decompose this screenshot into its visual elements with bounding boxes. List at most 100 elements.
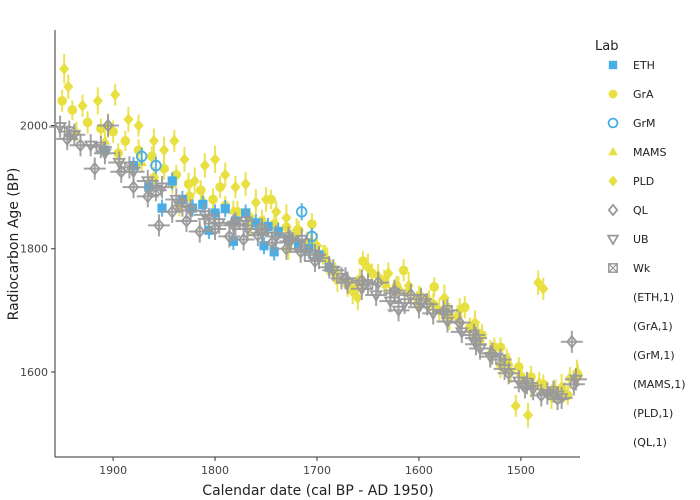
data-point — [538, 282, 549, 295]
x-tick-label: 1700 — [303, 464, 331, 477]
data-point — [183, 179, 194, 189]
data-point — [294, 244, 307, 259]
data-point — [269, 247, 279, 257]
legend-label: GrA — [633, 88, 654, 101]
data-point — [453, 315, 466, 330]
data-point — [223, 229, 236, 244]
legend-entry: Wk — [608, 262, 651, 275]
data-point — [228, 236, 238, 246]
legend-entry: (MAMS,1) — [633, 378, 686, 391]
data-point — [193, 224, 206, 239]
legend-entry: MAMS — [608, 146, 667, 159]
legend-label: ETH — [633, 59, 655, 72]
data-point — [294, 239, 304, 249]
data-point — [113, 148, 124, 159]
data-point — [159, 144, 170, 157]
legend-entry: (GrA,1) — [633, 320, 673, 333]
legend-symbol — [607, 203, 619, 217]
data-point — [108, 126, 118, 137]
legend-symbol — [608, 146, 618, 156]
data-point — [283, 232, 294, 243]
legend-entry: GrA — [608, 88, 654, 101]
legend-symbol — [608, 60, 618, 70]
data-point — [88, 161, 101, 176]
data-point — [514, 362, 524, 372]
data-point — [166, 204, 179, 219]
x-tick-label: 1500 — [507, 464, 535, 477]
data-point — [198, 210, 212, 223]
data-point — [502, 366, 515, 381]
legend: Lab ETH GrA GrM MAMS PLD QL UB Wk (ETH,1) (GrA,1)… — [595, 39, 686, 449]
legend-symbol — [608, 89, 618, 99]
legend-entry: GrM — [607, 117, 656, 130]
legend-label: PLD — [633, 175, 654, 188]
data-point — [295, 206, 308, 218]
data-point — [526, 384, 540, 397]
data-point — [503, 357, 514, 367]
data-point — [215, 182, 225, 192]
data-point — [147, 151, 157, 162]
legend-symbol — [608, 263, 618, 273]
legend-label: UB — [633, 233, 649, 246]
x-tick-label: 1800 — [201, 464, 229, 477]
data-point — [521, 377, 533, 389]
data-point — [209, 222, 221, 236]
data-point — [127, 180, 140, 195]
data-point — [426, 308, 441, 321]
data-point — [568, 377, 580, 392]
data-point — [77, 99, 88, 112]
data-point — [238, 216, 253, 229]
data-point — [157, 203, 167, 213]
x-tick-label: 1900 — [99, 464, 127, 477]
data-point — [250, 196, 261, 209]
data-point — [510, 399, 521, 412]
data-point — [237, 232, 250, 247]
x-axis-title: Calendar date (cal BP - AD 1950) — [202, 483, 433, 499]
legend-entry: PLD — [608, 175, 654, 188]
data-point — [251, 218, 261, 228]
data-point — [352, 292, 363, 305]
data-point — [228, 205, 239, 215]
data-point — [208, 194, 218, 205]
legend-symbol — [608, 175, 618, 187]
data-point — [195, 185, 206, 196]
data-point — [135, 150, 148, 163]
data-point — [180, 214, 193, 228]
data-point — [389, 287, 400, 299]
data-point — [120, 136, 131, 146]
legend-entry: (PLD,1) — [633, 407, 673, 420]
legend-label: Wk — [633, 262, 651, 275]
data-point — [230, 181, 241, 194]
data-point — [230, 218, 241, 230]
legend-label: QL — [633, 204, 649, 217]
data-point — [273, 226, 283, 237]
data-point — [179, 153, 190, 166]
data-point — [198, 199, 208, 209]
data-point — [548, 386, 559, 398]
data-point — [535, 388, 548, 403]
legend-label: GrM — [633, 117, 656, 130]
legend-label: (MAMS,1) — [633, 378, 686, 391]
data-point — [240, 178, 251, 191]
data-point — [183, 205, 198, 218]
y-tick-label: 1800 — [20, 243, 48, 256]
data-point — [405, 288, 417, 302]
data-point — [259, 241, 269, 251]
data-point — [102, 118, 114, 133]
data-point — [468, 329, 480, 341]
data-point — [398, 265, 409, 276]
y-axis-title: Radiocarbon Age (BP) — [6, 168, 22, 321]
data-point — [307, 219, 317, 229]
data-point — [150, 159, 162, 172]
data-point — [391, 305, 406, 318]
legend-label: (ETH,1) — [633, 291, 674, 304]
data-point — [210, 208, 220, 218]
data-point — [110, 88, 121, 101]
data-point — [566, 334, 578, 349]
data-point — [144, 182, 154, 192]
data-point — [167, 176, 177, 186]
data-point — [372, 275, 384, 290]
data-point — [74, 138, 87, 153]
legend-symbol — [606, 234, 620, 246]
